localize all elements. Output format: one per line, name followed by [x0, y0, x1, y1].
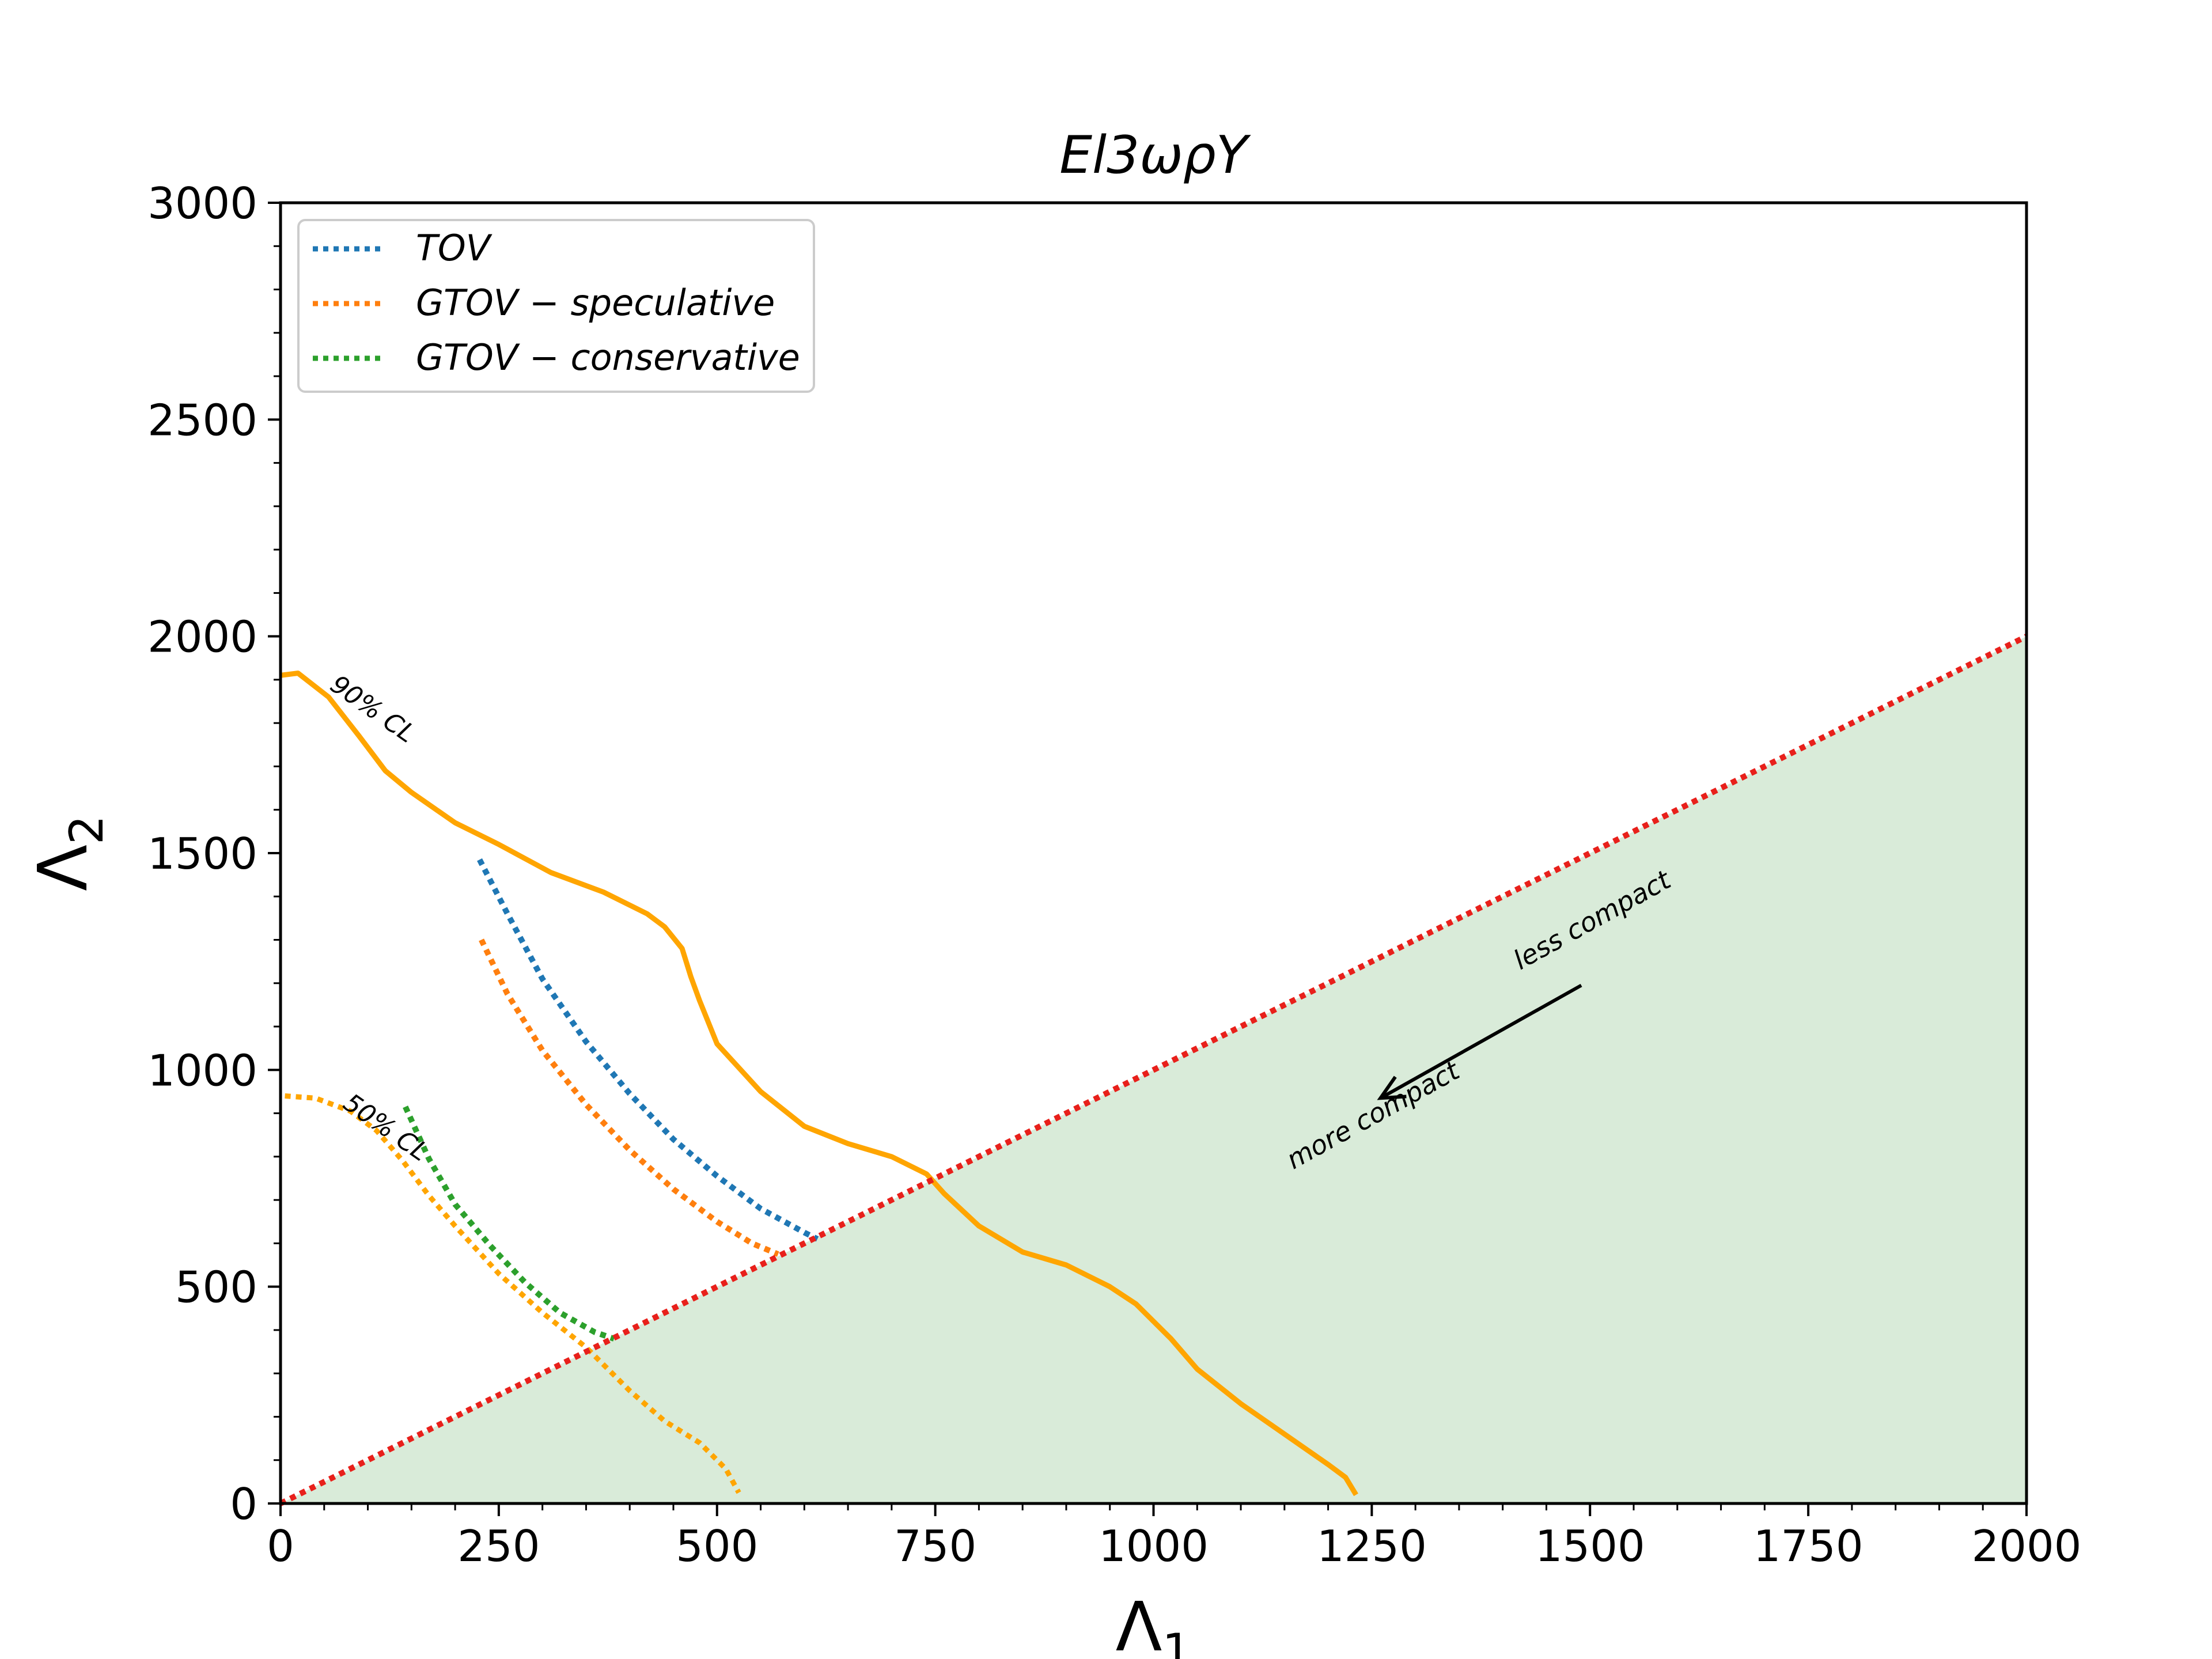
x-tick-label: 1000: [1099, 1521, 1209, 1571]
y-tick-label: 3000: [147, 178, 257, 229]
y-tick-label: 1500: [147, 828, 257, 879]
tick-layer: 0 250 500 750 1000 1250 1500 1750 2000 0 500 1000 15…: [147, 178, 2081, 1571]
y-tick-label: 2500: [147, 395, 257, 445]
y-tick-label: 2000: [147, 612, 257, 662]
legend-label-tov: TOV: [416, 227, 493, 269]
y-tick-label: 0: [230, 1479, 257, 1529]
series-line-gtov-speculative: [479, 938, 779, 1257]
y-axis-label: Λ2: [23, 815, 113, 891]
y-tick-label: 500: [175, 1262, 257, 1313]
y-tick-label: 1000: [147, 1045, 257, 1096]
arrow-head: [1377, 1075, 1407, 1100]
x-tick-label: 1500: [1535, 1521, 1645, 1571]
x-tick-label: 750: [894, 1521, 976, 1571]
x-axis-label: Λ1: [1116, 1587, 1192, 1659]
series-layer: [279, 634, 2028, 1506]
legend-label-gtov-conservative: GTOV − conservative: [416, 336, 800, 378]
series-line-gtov-conservative: [403, 1105, 615, 1342]
x-tick-label: 2000: [1972, 1521, 2082, 1571]
x-tick-label: 250: [457, 1521, 540, 1571]
legend: TOV GTOV − speculative GTOV − conservati…: [297, 219, 815, 393]
contour-line-50: [285, 1093, 741, 1494]
cl50-label: 50% CL: [338, 1088, 434, 1168]
diagonal-reference-line: [279, 634, 2028, 1506]
compactness-arrow: [1380, 983, 1582, 1100]
contour-line-90: [280, 671, 1358, 1497]
x-tick-label: 1750: [1753, 1521, 1863, 1571]
x-tick-label: 1250: [1317, 1521, 1427, 1571]
x-tick-label: 0: [267, 1521, 294, 1571]
series-line-tov: [477, 858, 819, 1242]
legend-label-gtov-speculative: GTOV − speculative: [416, 282, 775, 324]
legend-box: [297, 219, 815, 393]
x-tick-label: 500: [676, 1521, 758, 1571]
chart-title: El3ωρY: [1059, 125, 1251, 185]
